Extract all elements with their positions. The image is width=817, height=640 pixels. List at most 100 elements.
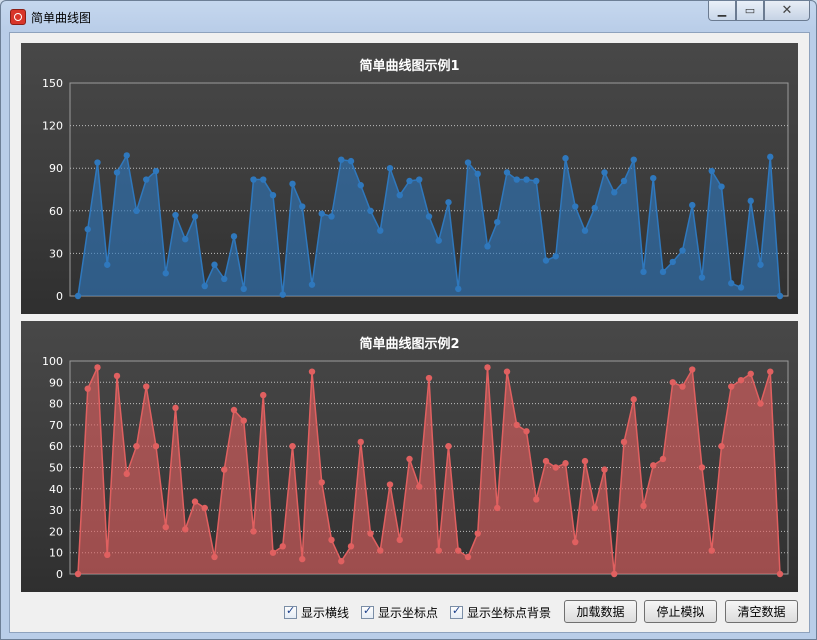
data-point bbox=[104, 261, 111, 268]
data-point bbox=[591, 504, 598, 512]
data-point bbox=[347, 157, 355, 165]
data-point bbox=[221, 466, 228, 473]
data-point bbox=[191, 213, 199, 220]
data-point bbox=[679, 383, 686, 390]
data-point bbox=[377, 227, 384, 234]
data-point bbox=[494, 218, 501, 226]
data-point bbox=[347, 543, 355, 550]
data-point bbox=[718, 443, 725, 450]
data-point bbox=[776, 292, 784, 300]
data-point bbox=[513, 421, 520, 429]
data-point bbox=[689, 366, 696, 373]
data-point bbox=[445, 199, 452, 206]
y-tick-label: 70 bbox=[49, 419, 63, 432]
show-hlines-checkbox[interactable]: 显示横线 bbox=[284, 604, 349, 621]
data-point bbox=[533, 177, 540, 185]
data-point bbox=[474, 530, 481, 537]
y-tick-label: 10 bbox=[49, 547, 63, 560]
show-points-checkbox[interactable]: 显示坐标点 bbox=[361, 604, 438, 621]
data-point bbox=[84, 385, 91, 392]
data-point bbox=[562, 460, 569, 467]
y-tick-label: 90 bbox=[49, 376, 63, 389]
clear-data-button[interactable]: 清空数据 bbox=[725, 600, 798, 623]
data-point bbox=[308, 368, 316, 375]
data-point bbox=[757, 261, 764, 268]
data-point bbox=[591, 204, 598, 212]
data-point bbox=[464, 159, 472, 166]
data-point bbox=[191, 498, 199, 505]
load-data-button[interactable]: 加载数据 bbox=[564, 600, 637, 623]
data-point bbox=[152, 167, 160, 175]
data-point bbox=[718, 183, 725, 190]
close-icon: ✕ bbox=[781, 3, 793, 18]
data-point bbox=[299, 203, 306, 210]
data-point bbox=[737, 376, 745, 384]
data-point bbox=[113, 169, 121, 176]
data-point bbox=[338, 156, 345, 163]
data-point bbox=[464, 553, 472, 561]
data-point bbox=[94, 364, 101, 371]
data-point bbox=[221, 275, 228, 283]
data-point bbox=[767, 368, 774, 375]
title-bar[interactable]: 简单曲线图 ▁ ▭ ✕ bbox=[1, 1, 816, 32]
data-point bbox=[396, 536, 403, 544]
data-point bbox=[533, 496, 540, 503]
data-point bbox=[299, 555, 306, 563]
data-point bbox=[279, 543, 286, 550]
y-tick-label: 0 bbox=[56, 290, 63, 303]
show-point-bg-checkbox[interactable]: 显示坐标点背景 bbox=[450, 604, 551, 621]
y-tick-label: 60 bbox=[49, 440, 63, 453]
minimize-icon: ▁ bbox=[717, 4, 727, 17]
control-bar: 显示横线 显示坐标点 显示坐标点背景 加载数据 停止模拟 清空数据 bbox=[10, 598, 809, 624]
data-point bbox=[523, 176, 530, 183]
data-point bbox=[211, 553, 218, 561]
data-point bbox=[601, 169, 608, 176]
y-tick-label: 30 bbox=[49, 504, 63, 517]
data-point bbox=[562, 155, 569, 162]
data-point bbox=[230, 406, 238, 414]
curve-chart-1: 简单曲线图示例1 0 30 60 90 120 150 bbox=[21, 43, 798, 314]
data-point bbox=[416, 176, 423, 183]
data-point bbox=[396, 191, 403, 199]
window-title: 简单曲线图 bbox=[31, 11, 92, 25]
series-area bbox=[78, 155, 780, 296]
data-point bbox=[269, 191, 277, 199]
y-tick-label: 30 bbox=[49, 247, 63, 260]
y-tick-label: 40 bbox=[49, 483, 63, 496]
data-point bbox=[406, 455, 413, 463]
data-point bbox=[542, 257, 550, 264]
data-point bbox=[74, 570, 82, 578]
data-point bbox=[737, 284, 745, 291]
y-tick-label: 0 bbox=[56, 568, 63, 581]
curve-chart-2-svg: 简单曲线图示例2 0 10 20 30 40 50 60 70 80 90 100 bbox=[42, 336, 789, 581]
data-point bbox=[84, 226, 91, 233]
data-point bbox=[708, 547, 715, 554]
data-point bbox=[250, 176, 257, 183]
checkbox-checked-icon bbox=[450, 604, 463, 619]
data-point bbox=[455, 285, 462, 293]
data-point bbox=[435, 547, 442, 554]
app-icon bbox=[10, 9, 26, 25]
close-button[interactable]: ✕ bbox=[764, 1, 810, 21]
data-point bbox=[728, 383, 735, 390]
data-point bbox=[689, 201, 696, 209]
data-point bbox=[767, 153, 774, 161]
minimize-button[interactable]: ▁ bbox=[708, 1, 736, 21]
data-point bbox=[386, 481, 394, 488]
curve-chart-1-svg: 简单曲线图示例1 0 30 60 90 120 150 bbox=[42, 58, 789, 303]
y-tick-label: 60 bbox=[49, 205, 63, 218]
data-point bbox=[74, 292, 82, 300]
data-point bbox=[552, 253, 559, 260]
data-point bbox=[611, 570, 618, 578]
data-point bbox=[182, 236, 189, 243]
stop-simulation-button[interactable]: 停止模拟 bbox=[644, 600, 717, 623]
data-point bbox=[581, 227, 589, 234]
data-point bbox=[133, 443, 140, 450]
data-point bbox=[172, 404, 179, 412]
data-point bbox=[776, 570, 784, 578]
data-point bbox=[416, 483, 423, 490]
data-point bbox=[269, 549, 277, 556]
maximize-button[interactable]: ▭ bbox=[736, 1, 764, 21]
data-point bbox=[474, 170, 481, 178]
data-point bbox=[601, 466, 608, 473]
